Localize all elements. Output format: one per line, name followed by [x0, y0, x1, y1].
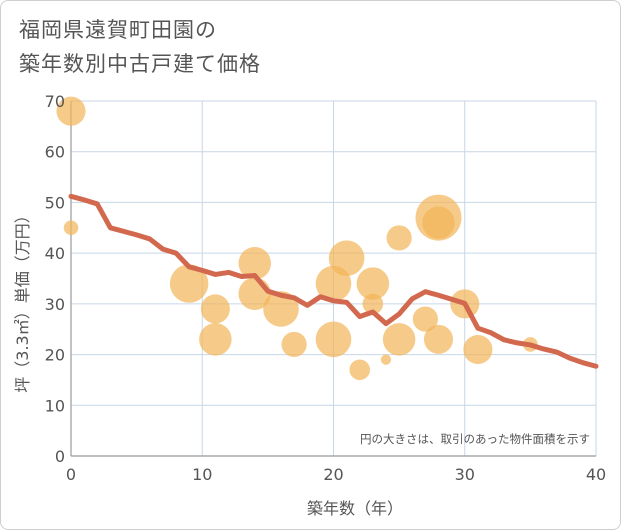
data-bubble [315, 321, 352, 358]
size-legend-note: 円の大きさは、取引のあった物件面積を示す [360, 432, 590, 446]
y-tick-label: 60 [45, 143, 65, 162]
data-bubble [356, 267, 390, 300]
bubble-series [56, 96, 538, 381]
data-bubble [63, 220, 79, 236]
data-bubble [169, 264, 209, 303]
data-bubble [281, 331, 307, 358]
data-bubble [349, 359, 371, 381]
data-bubble [412, 306, 438, 332]
data-bubble [380, 354, 392, 365]
data-bubble [463, 334, 493, 365]
y-tick-label: 10 [45, 396, 65, 415]
trend-series [68, 193, 599, 369]
y-tick-label: 70 [45, 92, 65, 111]
data-bubble [263, 291, 299, 327]
y-axis-label: 坪（3.3㎡）単価（万円） [13, 207, 32, 392]
y-tick-label: 30 [45, 295, 65, 314]
data-bubble [422, 206, 455, 239]
data-bubble [382, 323, 416, 356]
data-bubble [386, 225, 412, 251]
x-tick-label: 40 [586, 465, 606, 484]
x-tick-label: 30 [455, 465, 475, 484]
chart-title-line-1: 福岡県遠賀町田園の [19, 18, 217, 42]
x-tick-label: 20 [323, 465, 343, 484]
tick-labels: 0 10 20 30 40 50 60 70 0 10 20 30 40 [45, 92, 607, 484]
data-bubble [199, 323, 232, 356]
axes [70, 101, 596, 457]
chart-title-line-2: 築年数別中古戸建て価格 [19, 52, 261, 76]
chart-title: 福岡県遠賀町田園の 築年数別中古戸建て価格 [19, 13, 261, 81]
data-bubble [200, 294, 230, 324]
data-bubble [238, 247, 272, 280]
data-bubble [362, 293, 384, 315]
x-axis-label: 築年数（年） [307, 499, 403, 518]
y-tick-label: 50 [45, 193, 65, 212]
average-price-line [68, 193, 599, 369]
data-bubble [328, 240, 365, 277]
x-tick-label: 10 [192, 465, 212, 484]
y-tick-label: 20 [45, 346, 65, 365]
data-bubble [56, 96, 86, 126]
data-bubble [423, 324, 454, 354]
y-tick-label: 40 [45, 244, 65, 263]
x-tick-label: 0 [66, 465, 76, 484]
y-tick-label: 0 [55, 447, 65, 466]
